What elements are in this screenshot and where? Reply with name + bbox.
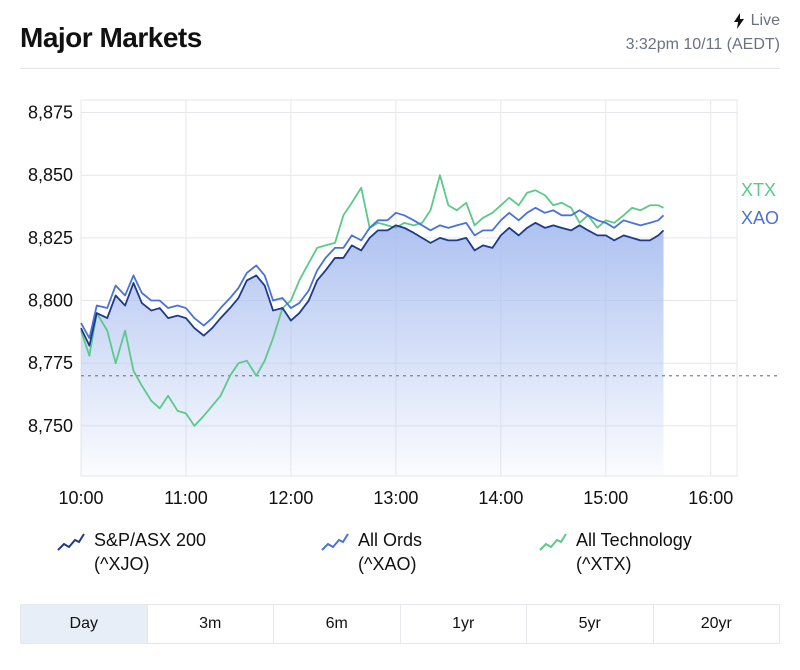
timestamp: 3:32pm 10/11 (AEDT)	[625, 36, 780, 53]
y-tick-label: 8,850	[28, 165, 73, 185]
x-tick-label: 10:00	[58, 488, 103, 508]
x-tick-label: 13:00	[373, 488, 418, 508]
x-tick-label: 11:00	[164, 488, 208, 508]
y-tick-label: 8,875	[28, 103, 73, 123]
legend-item-xtx[interactable]: All Technology (^XTX)	[538, 528, 692, 576]
lightning-icon	[733, 13, 744, 29]
live-indicator: Live	[733, 12, 780, 30]
x-tick-label: 15:00	[583, 488, 628, 508]
market-chart: 8,875 8,850 8,825 8,800 8,775 8,750 10:00 11:00…	[28, 99, 780, 508]
y-tick-label: 8,775	[28, 353, 73, 373]
page-title: Major Markets	[20, 22, 202, 53]
xao-line	[80, 206, 665, 340]
legend-code: (^XTX)	[576, 554, 632, 574]
y-tick-label: 8,825	[28, 228, 73, 248]
line-chart-icon	[321, 533, 349, 551]
line-chart-icon	[57, 533, 85, 551]
tab-6m[interactable]: 6m	[274, 605, 401, 643]
xjo-line	[80, 221, 665, 347]
x-tick-label: 16:00	[688, 488, 733, 508]
legend-name: All Technology	[576, 530, 692, 550]
x-tick-label: 14:00	[478, 488, 523, 508]
y-tick-label: 8,750	[28, 416, 73, 436]
xjo-area	[81, 222, 664, 476]
header: Major Markets Live 3:32pm 10/11 (AEDT)	[20, 0, 780, 69]
xtx-line	[80, 174, 664, 427]
tab-5yr[interactable]: 5yr	[527, 605, 654, 643]
end-label-xao: XAO	[741, 208, 779, 228]
end-label-xtx: XTX	[741, 180, 776, 200]
legend: S&P/ASX 200 (^XJO) All Ords (^XAO) All T…	[0, 528, 800, 588]
tab-3m[interactable]: 3m	[148, 605, 274, 643]
timeframe-tabs: Day 3m 6m 1yr 5yr 20yr	[20, 604, 780, 644]
line-chart-icon	[539, 533, 567, 551]
tab-20yr[interactable]: 20yr	[700, 615, 732, 632]
y-tick-label: 8,800	[28, 291, 73, 311]
tab-1yr[interactable]: 1yr	[401, 605, 527, 643]
legend-item-xjo[interactable]: S&P/ASX 200 (^XJO)	[56, 528, 206, 576]
legend-code: (^XJO)	[94, 554, 150, 574]
legend-name: All Ords	[358, 530, 423, 550]
legend-code: (^XAO)	[358, 554, 417, 574]
legend-name: S&P/ASX 200	[94, 530, 207, 550]
x-tick-label: 12:00	[268, 488, 313, 508]
tab-day[interactable]: Day	[21, 605, 148, 643]
legend-item-xao[interactable]: All Ords (^XAO)	[320, 528, 422, 576]
live-label: Live	[750, 12, 780, 29]
